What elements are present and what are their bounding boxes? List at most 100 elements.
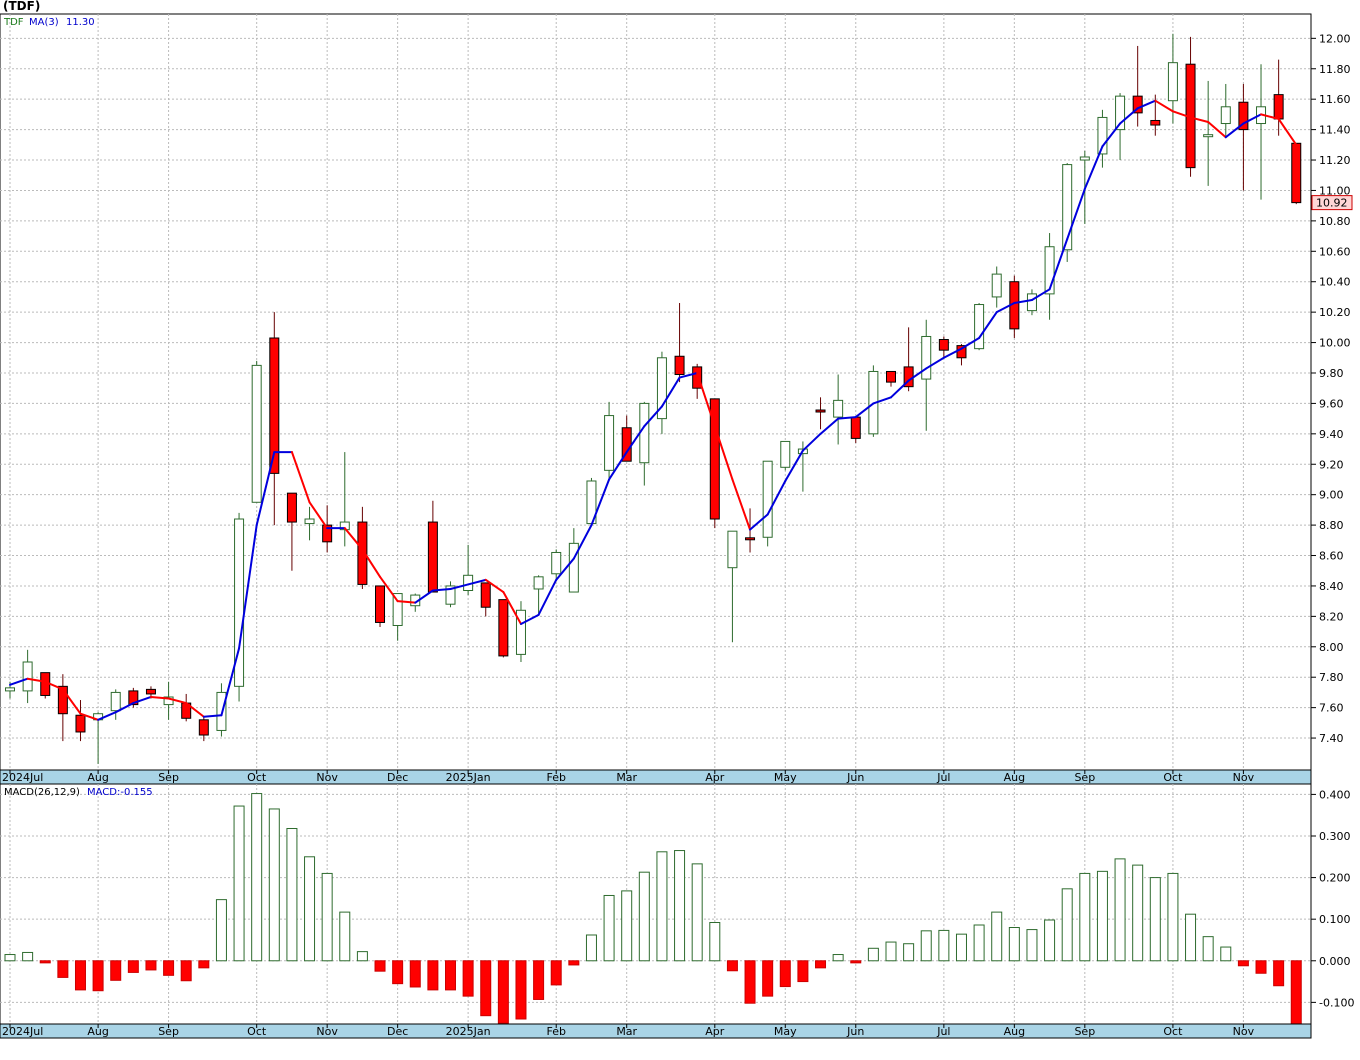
price-y-tick-label: 9.20 — [1319, 458, 1344, 471]
macd-bar — [603, 894, 615, 962]
candle — [498, 599, 509, 658]
candle-body — [75, 714, 86, 733]
ma-segment — [784, 449, 804, 482]
candle — [286, 492, 297, 571]
macd-y-axis: -0.100 0.000 0.100 0.200 0.300 0.400 — [1311, 788, 1354, 1009]
candle-body — [1203, 134, 1214, 138]
macd-bar — [427, 960, 439, 991]
ma-segment — [149, 695, 170, 700]
price-y-tick-label: 7.80 — [1319, 671, 1344, 684]
macd-bar — [1132, 864, 1144, 962]
candle — [110, 689, 121, 720]
candle — [1115, 93, 1126, 161]
ma-segment — [44, 680, 64, 691]
macd-bar — [409, 960, 421, 988]
ma-segment — [484, 578, 505, 594]
macd-bar — [903, 943, 915, 962]
x-tick-label: Sep — [1074, 1025, 1095, 1038]
macd-bar — [286, 828, 298, 962]
ma-segment — [995, 302, 1016, 314]
macd-bar — [674, 850, 686, 962]
ma-segment — [202, 714, 223, 718]
candle — [833, 374, 844, 445]
macd-bar — [533, 960, 545, 1000]
macd-bar — [304, 856, 316, 962]
x-tick-label: 2025Jan — [446, 1025, 491, 1038]
candle-body — [1115, 95, 1126, 131]
candle — [445, 581, 456, 608]
x-tick-label: Aug — [1004, 771, 1025, 784]
x-tick-label: Sep — [158, 1025, 179, 1038]
candle — [1026, 289, 1037, 316]
price-y-tick-label: 10.40 — [1319, 276, 1351, 289]
macd-y-tick-label: 0.000 — [1319, 955, 1351, 968]
candle — [251, 360, 262, 503]
price-y-tick-label: 8.80 — [1319, 519, 1344, 532]
macd-bar — [656, 851, 668, 962]
candle — [57, 674, 68, 742]
candle — [1044, 233, 1055, 320]
x-tick-label: Dec — [387, 1025, 408, 1038]
x-tick-label: Nov — [1233, 771, 1255, 784]
candle-body — [498, 599, 509, 657]
candle — [163, 681, 174, 720]
macd-bar — [832, 954, 844, 962]
x-tick-label: Jun — [846, 771, 864, 784]
macd-bar — [1079, 872, 1091, 962]
ma-segment — [643, 405, 663, 428]
candle-body — [110, 691, 121, 712]
ma-segment — [925, 356, 945, 370]
candle-body — [886, 370, 896, 383]
candle — [198, 716, 209, 742]
candle-body — [1026, 293, 1037, 312]
candle-body — [1167, 62, 1178, 102]
x-tick-label: Jul — [936, 771, 950, 784]
candle-body — [304, 518, 315, 525]
ma-segment — [537, 578, 558, 616]
price-y-tick-label: 8.00 — [1319, 641, 1344, 654]
candle — [269, 312, 280, 526]
ma-segment — [1030, 288, 1051, 301]
ma-segment — [114, 702, 135, 714]
macd-bar — [198, 960, 210, 969]
candle-body — [921, 335, 932, 380]
candle-body — [480, 582, 491, 608]
ma-segment — [625, 425, 646, 454]
candle — [22, 649, 33, 704]
macd-bar — [638, 871, 650, 962]
ma-segment — [519, 613, 540, 625]
ma-segment — [361, 548, 382, 578]
candle — [674, 303, 685, 383]
ma-segment — [1048, 238, 1069, 291]
macd-bar — [74, 960, 86, 991]
candle-body — [163, 696, 174, 706]
macd-panel — [0, 783, 1312, 1025]
candle-body — [533, 576, 544, 590]
candle-body — [604, 415, 615, 471]
candle-body — [1079, 156, 1090, 161]
ma-segment — [890, 379, 910, 399]
candle — [709, 398, 720, 529]
candle — [234, 512, 245, 702]
ma-segment — [97, 711, 117, 721]
ma-segment — [255, 451, 276, 527]
candle-body — [198, 719, 209, 736]
legend-ma-label: MA(3) — [29, 17, 59, 28]
ma-segment — [1242, 113, 1263, 125]
x-tick-label: 2025Jan — [446, 771, 491, 784]
price-y-tick-label: 12.00 — [1319, 32, 1351, 45]
candle-body — [745, 537, 756, 541]
price-y-tick-label: 7.40 — [1319, 732, 1344, 745]
x-tick-label: 2024Jul — [2, 1025, 43, 1038]
macd-bar — [497, 960, 509, 1024]
candle — [75, 700, 86, 742]
candle-body — [762, 460, 773, 538]
ma-segment — [1260, 113, 1280, 120]
ma-segment — [1189, 116, 1210, 123]
price-y-tick-label: 9.60 — [1319, 397, 1344, 410]
ma-segment — [290, 451, 311, 504]
ma-segment — [696, 371, 716, 428]
candle-body — [322, 524, 333, 543]
candle — [1291, 142, 1302, 205]
ma-segment — [449, 583, 470, 590]
